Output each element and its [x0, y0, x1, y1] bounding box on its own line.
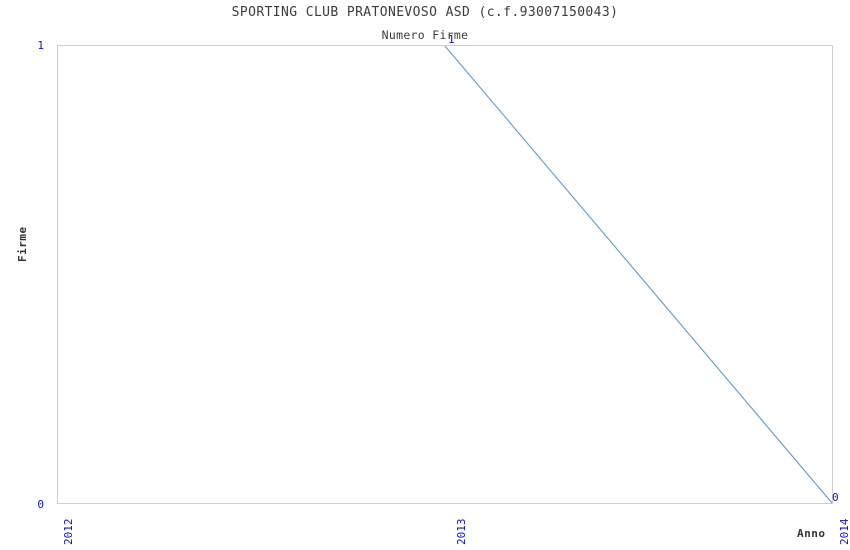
chart-subtitle: Numero Firme — [381, 28, 469, 42]
data-point-label-2013: 1 — [448, 33, 455, 46]
series-polyline — [445, 46, 832, 503]
x-axis-tick-label-2013: 2013 — [455, 518, 468, 546]
chart-title: SPORTING CLUB PRATONEVOSO ASD (c.f.93007… — [231, 5, 619, 20]
data-point-label-2014: 0 — [832, 491, 839, 504]
x-axis-tick-label-2012: 2012 — [62, 518, 75, 546]
series-line-numero-firme — [58, 46, 832, 503]
x-axis-tick-label-2014: 2014 — [838, 518, 850, 546]
y-axis-tick-label-bottom: 0 — [37, 498, 44, 511]
plot-area — [57, 45, 833, 504]
y-axis-tick-label-top: 1 — [37, 39, 44, 52]
x-axis-title: Anno — [797, 527, 826, 540]
y-axis-title: Firme — [16, 226, 29, 262]
